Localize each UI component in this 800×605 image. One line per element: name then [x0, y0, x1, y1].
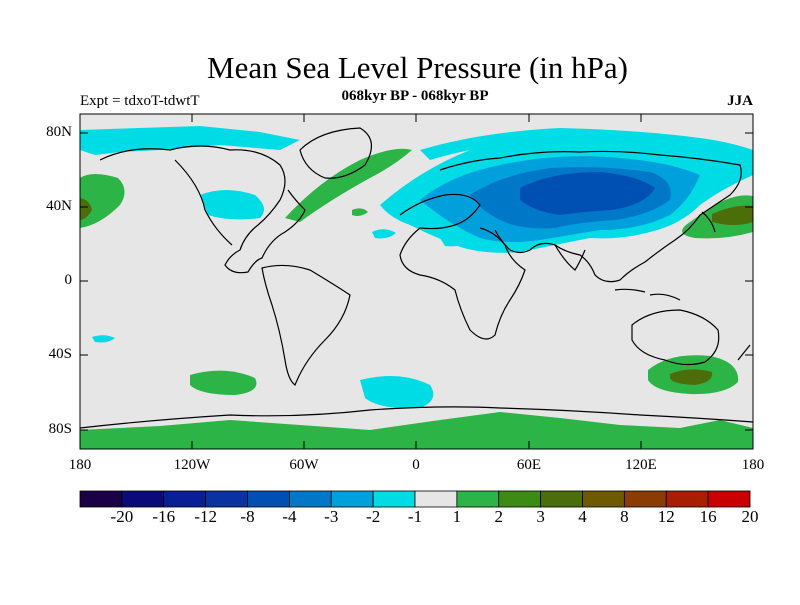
colorbar-label: -2 — [366, 507, 381, 526]
lon-label-120e: 120E — [625, 457, 657, 473]
south-pacific-positive-anomaly — [190, 370, 257, 395]
greenland-outline — [299, 127, 372, 179]
colorbar-label: 20 — [741, 507, 759, 526]
north-pacific-west-positive — [80, 174, 125, 228]
south-pacific-small-negative — [92, 335, 115, 343]
antarctica-outline — [80, 406, 753, 429]
indonesia-outline — [614, 288, 681, 301]
southern-ocean-negative-anomaly — [360, 376, 434, 409]
north-america-west-coast — [174, 159, 233, 246]
colorbar-box — [498, 490, 542, 508]
africa-small-negative — [440, 235, 470, 247]
colorbar-box — [623, 490, 667, 508]
colorbar-box — [456, 490, 500, 508]
japan-outline — [701, 211, 716, 233]
lat-label-40s: 40S — [48, 346, 72, 362]
australia-outline — [631, 309, 720, 366]
australia-positive-core — [670, 369, 713, 385]
map-ticks — [79, 114, 754, 449]
colorbar-box — [163, 490, 207, 508]
colorbar-box — [665, 490, 709, 508]
colorbar-box — [121, 490, 165, 508]
colorbar-label: -16 — [152, 507, 176, 526]
colorbar-box — [288, 490, 332, 508]
eurasia-negative-anomaly-core — [520, 172, 655, 215]
colorbar-label: -4 — [282, 507, 297, 526]
lon-label-60e: 60E — [516, 457, 542, 473]
colorbar-label: -20 — [110, 507, 134, 526]
colorbar-label: -8 — [240, 507, 255, 526]
north-america-outline — [99, 145, 306, 274]
north-atlantic-positive-anomaly — [285, 148, 412, 222]
continent-outlines — [80, 127, 753, 429]
atlantic-small-negative — [372, 229, 396, 239]
colorbar-label: -3 — [324, 507, 339, 526]
season-label: JJA — [727, 93, 753, 109]
colorbar-label: 4 — [578, 507, 587, 526]
colorbar-label: 12 — [657, 507, 675, 526]
lat-label-40n: 40N — [46, 198, 72, 214]
lon-label-180w: 180 — [68, 457, 92, 473]
colorbar-box — [247, 490, 290, 508]
lon-label-120w: 120W — [173, 457, 211, 473]
colorbar-label: 16 — [699, 507, 717, 526]
north-pacific-east-core — [712, 205, 753, 225]
colorbar-box — [582, 490, 625, 508]
lon-label-0: 0 — [412, 457, 420, 473]
colorbar-label: -12 — [194, 507, 217, 526]
lat-label-80n: 80N — [46, 124, 72, 140]
arctic-negative-anomaly — [80, 126, 300, 155]
lon-label-60w: 60W — [289, 457, 319, 473]
lon-label-180e: 180 — [741, 457, 765, 473]
europe-africa-outline — [399, 193, 526, 340]
pressure-anomaly-fields — [80, 126, 753, 449]
north-atlantic-small-positive — [352, 208, 368, 216]
colorbar-box — [707, 490, 751, 508]
colorbar — [79, 490, 751, 508]
map-title: Mean Sea Level Pressure (in hPa) — [207, 50, 628, 85]
experiment-label: Expt = tdxoT-tdwtT — [80, 93, 200, 109]
colorbar-label: -1 — [407, 507, 423, 526]
india-outline — [554, 244, 586, 271]
colorbar-box — [372, 490, 416, 508]
colorbar-label: 1 — [452, 507, 462, 526]
antarctic-positive-anomaly — [80, 412, 753, 449]
new-zealand-outline — [737, 344, 751, 361]
map-subtitle: 068kyr BP - 068kyr BP — [341, 88, 489, 104]
colorbar-box — [205, 490, 248, 508]
lat-label-eq: 0 — [64, 272, 73, 288]
colorbar-box — [414, 490, 458, 508]
colorbar-box — [540, 490, 583, 508]
arctic-siberia-negative — [420, 128, 753, 160]
colorbar-box — [330, 490, 374, 508]
colorbar-label: 8 — [620, 507, 629, 526]
colorbar-box — [79, 490, 123, 508]
north-pacific-west-core — [80, 198, 92, 220]
north-america-negative-anomaly — [200, 190, 264, 220]
lat-label-80s: 80S — [48, 421, 72, 437]
colorbar-label: 2 — [494, 507, 504, 526]
colorbar-label: 3 — [536, 507, 545, 526]
eurasia-outline — [439, 150, 742, 283]
south-america-outline — [261, 264, 351, 386]
